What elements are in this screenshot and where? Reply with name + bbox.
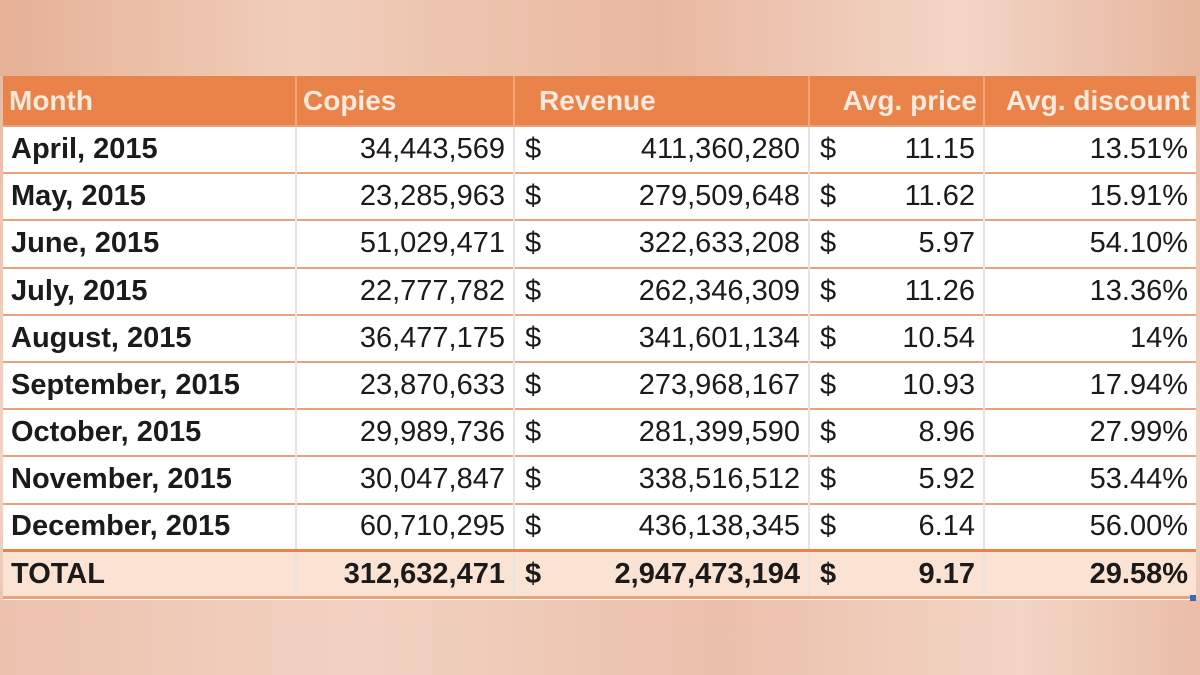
cell-month[interactable]: August, 2015: [3, 313, 297, 362]
table-row: August, 2015 36,477,175 $ 341,601,134 $ …: [3, 313, 1196, 362]
table-row: June, 2015 51,029,471 $ 322,633,208 $ 5.…: [3, 219, 1196, 268]
cell-month[interactable]: December, 2015: [3, 502, 297, 551]
table-row: December, 2015 60,710,295 $ 436,138,345 …: [3, 502, 1196, 551]
header-month[interactable]: Month: [3, 76, 297, 126]
sales-table: Month Copies Revenue Avg. price Avg. dis…: [3, 76, 1196, 600]
header-avg-price[interactable]: Avg. price: [809, 76, 985, 126]
cell-revenue-currency[interactable]: $: [514, 502, 554, 551]
table-row: May, 2015 23,285,963 $ 279,509,648 $ 11.…: [3, 172, 1196, 221]
cell-price-currency[interactable]: $: [809, 455, 849, 504]
selection-fill-handle[interactable]: [1190, 595, 1196, 601]
cell-month[interactable]: September, 2015: [3, 360, 297, 410]
cell-revenue[interactable]: 338,516,512: [554, 455, 810, 504]
cell-avg-discount[interactable]: 15.91%: [984, 172, 1196, 221]
cell-month[interactable]: May, 2015: [3, 172, 297, 221]
cell-avg-price[interactable]: 11.26: [849, 266, 985, 315]
cell-avg-discount[interactable]: 13.51%: [984, 124, 1196, 174]
cell-avg-discount[interactable]: 54.10%: [984, 219, 1196, 268]
cell-avg-price[interactable]: 10.54: [849, 313, 985, 362]
spreadsheet: Month Copies Revenue Avg. price Avg. dis…: [3, 76, 1196, 600]
background-bottom: [0, 600, 1200, 675]
cell-copies[interactable]: 30,047,847: [296, 455, 515, 504]
cell-revenue-currency[interactable]: $: [514, 124, 554, 174]
cell-revenue-currency[interactable]: $: [514, 455, 554, 504]
cell-revenue[interactable]: 341,601,134: [554, 313, 810, 362]
cell-copies[interactable]: 29,989,736: [296, 408, 515, 457]
cell-total-avg-discount[interactable]: 29.58%: [984, 549, 1196, 600]
cell-avg-discount[interactable]: 27.99%: [984, 408, 1196, 457]
cell-avg-discount[interactable]: 17.94%: [984, 360, 1196, 410]
cell-avg-price[interactable]: 5.97: [849, 219, 985, 268]
cell-revenue[interactable]: 411,360,280: [554, 124, 810, 174]
cell-month[interactable]: June, 2015: [3, 219, 297, 268]
cell-copies[interactable]: 60,710,295: [296, 502, 515, 551]
cell-revenue-currency[interactable]: $: [514, 266, 554, 315]
cell-revenue-currency[interactable]: $: [514, 172, 554, 221]
cell-avg-price[interactable]: 11.15: [849, 124, 985, 174]
cell-copies[interactable]: 36,477,175: [296, 313, 515, 362]
cell-revenue-currency[interactable]: $: [514, 360, 554, 410]
cell-price-currency[interactable]: $: [809, 219, 849, 268]
cell-avg-price[interactable]: 11.62: [849, 172, 985, 221]
header-row: Month Copies Revenue Avg. price Avg. dis…: [3, 76, 1196, 126]
cell-revenue[interactable]: 262,346,309: [554, 266, 810, 315]
cell-month[interactable]: July, 2015: [3, 266, 297, 315]
cell-copies[interactable]: 23,870,633: [296, 360, 515, 410]
cell-avg-discount[interactable]: 53.44%: [984, 455, 1196, 504]
cell-revenue[interactable]: 279,509,648: [554, 172, 810, 221]
cell-price-currency[interactable]: $: [809, 124, 849, 174]
cell-revenue-currency[interactable]: $: [514, 313, 554, 362]
cell-avg-discount[interactable]: 14%: [984, 313, 1196, 362]
table-row: September, 2015 23,870,633 $ 273,968,167…: [3, 360, 1196, 410]
cell-revenue[interactable]: 322,633,208: [554, 219, 810, 268]
cell-avg-discount[interactable]: 13.36%: [984, 266, 1196, 315]
cell-copies[interactable]: 34,443,569: [296, 124, 515, 174]
cell-month[interactable]: April, 2015: [3, 124, 297, 174]
cell-revenue-currency[interactable]: $: [514, 408, 554, 457]
header-avg-discount[interactable]: Avg. discount: [1005, 84, 1190, 116]
cell-price-currency[interactable]: $: [809, 360, 849, 410]
cell-price-currency[interactable]: $: [809, 408, 849, 457]
cell-copies[interactable]: 51,029,471: [296, 219, 515, 268]
cell-avg-price[interactable]: 6.14: [849, 502, 985, 551]
cell-price-currency[interactable]: $: [809, 313, 849, 362]
cell-revenue[interactable]: 273,968,167: [554, 360, 810, 410]
cell-total-price-currency[interactable]: $: [809, 549, 849, 600]
cell-total-copies[interactable]: 312,632,471: [296, 549, 515, 600]
table-row: October, 2015 29,989,736 $ 281,399,590 $…: [3, 408, 1196, 457]
cell-revenue-currency[interactable]: $: [514, 219, 554, 268]
cell-avg-price[interactable]: 5.92: [849, 455, 985, 504]
total-row: TOTAL 312,632,471 $ 2,947,473,194 $ 9.17…: [3, 549, 1196, 600]
cell-total-revenue-currency[interactable]: $: [514, 549, 554, 600]
background-top: [0, 0, 1200, 76]
cell-revenue[interactable]: 436,138,345: [554, 502, 810, 551]
cell-total-revenue[interactable]: 2,947,473,194: [554, 549, 810, 600]
cell-avg-discount[interactable]: 56.00%: [984, 502, 1196, 551]
header-revenue[interactable]: Revenue: [514, 76, 810, 126]
cell-copies[interactable]: 22,777,782: [296, 266, 515, 315]
cell-price-currency[interactable]: $: [809, 172, 849, 221]
cell-avg-price[interactable]: 8.96: [849, 408, 985, 457]
cell-month[interactable]: October, 2015: [3, 408, 297, 457]
cell-total-avg-price[interactable]: 9.17: [849, 549, 985, 600]
table-row: April, 2015 34,443,569 $ 411,360,280 $ 1…: [3, 124, 1196, 174]
cell-revenue[interactable]: 281,399,590: [554, 408, 810, 457]
cell-price-currency[interactable]: $: [809, 502, 849, 551]
header-copies[interactable]: Copies: [296, 76, 515, 126]
cell-month[interactable]: November, 2015: [3, 455, 297, 504]
cell-copies[interactable]: 23,285,963: [296, 172, 515, 221]
table-row: July, 2015 22,777,782 $ 262,346,309 $ 11…: [3, 266, 1196, 315]
table-row: November, 2015 30,047,847 $ 338,516,512 …: [3, 455, 1196, 504]
cell-avg-price[interactable]: 10.93: [849, 360, 985, 410]
cell-price-currency[interactable]: $: [809, 266, 849, 315]
cell-total-label[interactable]: TOTAL: [3, 549, 297, 600]
